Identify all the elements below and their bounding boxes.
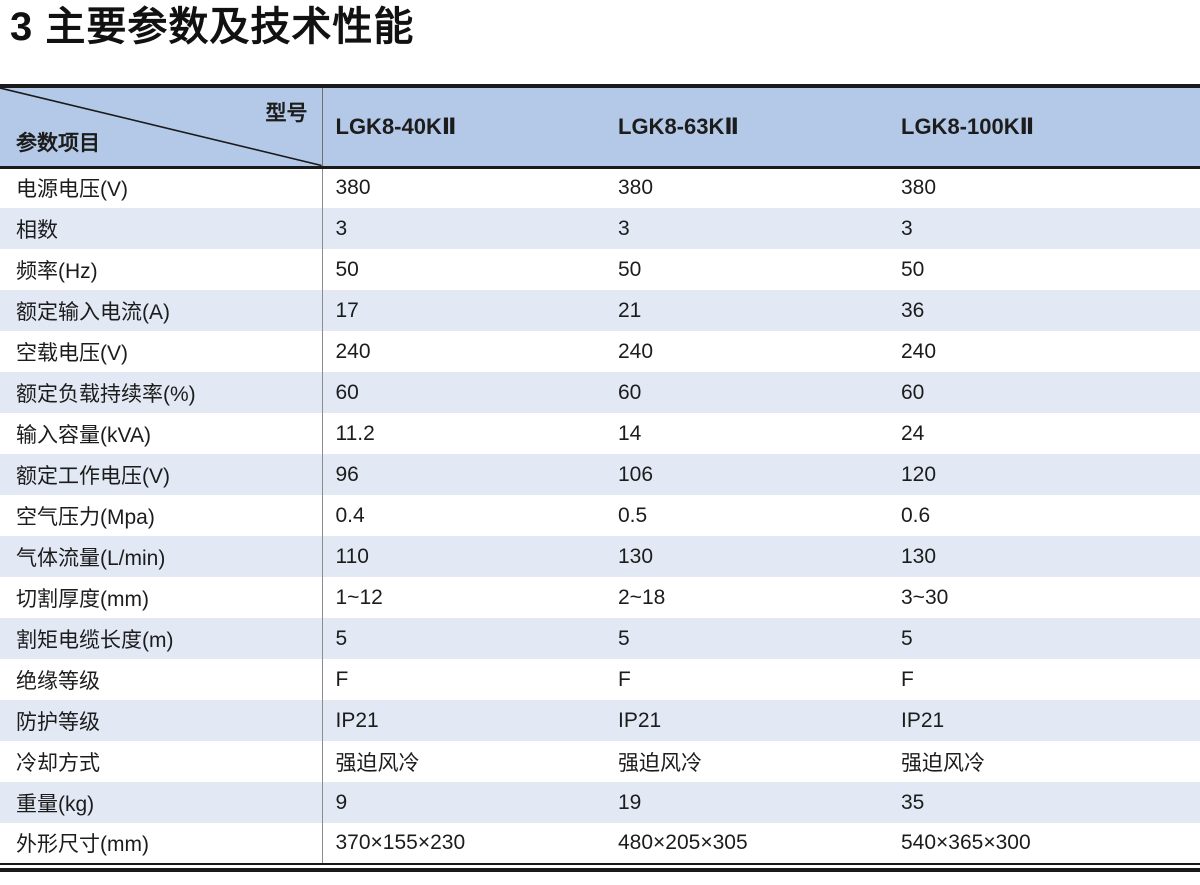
param-label: 切割厚度(mm) bbox=[0, 577, 323, 618]
param-label: 输入容量(kVA) bbox=[0, 413, 323, 454]
param-value: 9 bbox=[322, 782, 605, 823]
param-value: F bbox=[888, 659, 1200, 700]
param-label: 绝缘等级 bbox=[0, 659, 323, 700]
table-row: 额定负载持续率(%) 60 60 60 bbox=[0, 372, 1200, 413]
param-value: 96 bbox=[322, 454, 605, 495]
param-value: 240 bbox=[322, 331, 605, 372]
param-value: 50 bbox=[605, 249, 888, 290]
model-header-3: LGK8-100KⅡ bbox=[888, 86, 1200, 169]
param-value: 1~12 bbox=[322, 577, 605, 618]
param-value: 强迫风冷 bbox=[322, 741, 605, 782]
table-row: 防护等级 IP21 IP21 IP21 bbox=[0, 700, 1200, 741]
param-value: 380 bbox=[322, 167, 605, 208]
table-row: 冷却方式 强迫风冷 强迫风冷 强迫风冷 bbox=[0, 741, 1200, 782]
param-value: 19 bbox=[605, 782, 888, 823]
param-value: 0.5 bbox=[605, 495, 888, 536]
param-value: F bbox=[605, 659, 888, 700]
param-value: 24 bbox=[888, 413, 1200, 454]
param-value: 5 bbox=[605, 618, 888, 659]
param-label: 气体流量(L/min) bbox=[0, 536, 323, 577]
table-row: 割矩电缆长度(m) 5 5 5 bbox=[0, 618, 1200, 659]
param-value: 3 bbox=[888, 208, 1200, 249]
table-row: 重量(kg) 9 19 35 bbox=[0, 782, 1200, 823]
table-row: 切割厚度(mm) 1~12 2~18 3~30 bbox=[0, 577, 1200, 618]
table-row: 外形尺寸(mm) 370×155×230 480×205×305 540×365×30… bbox=[0, 823, 1200, 864]
table-row: 绝缘等级 F F F bbox=[0, 659, 1200, 700]
table-row: 频率(Hz) 50 50 50 bbox=[0, 249, 1200, 290]
param-value: 0.6 bbox=[888, 495, 1200, 536]
table-row: 气体流量(L/min) 110 130 130 bbox=[0, 536, 1200, 577]
diagonal-divider-line bbox=[0, 88, 322, 166]
param-value: 5 bbox=[888, 618, 1200, 659]
param-value: 240 bbox=[888, 331, 1200, 372]
param-value: IP21 bbox=[605, 700, 888, 741]
param-label: 电源电压(V) bbox=[0, 167, 323, 208]
spec-table: 型号 参数项目 LGK8-40KⅡ LGK8-63KⅡ LGK8-100KⅡ 电… bbox=[0, 84, 1200, 872]
param-label: 额定输入电流(A) bbox=[0, 290, 323, 331]
param-value: 106 bbox=[605, 454, 888, 495]
param-label: 空气压力(Mpa) bbox=[0, 495, 323, 536]
param-label: 防护等级 bbox=[0, 700, 323, 741]
corner-label-model: 型号 bbox=[265, 102, 308, 125]
table-body: 电源电压(V) 380 380 380 相数 3 3 3 频率(Hz) 50 50 50 额定输入电流(… bbox=[0, 167, 1200, 864]
param-value: 0.4 bbox=[322, 495, 605, 536]
param-label: 额定工作电压(V) bbox=[0, 454, 323, 495]
param-value: 130 bbox=[888, 536, 1200, 577]
table-row: 额定工作电压(V) 96 106 120 bbox=[0, 454, 1200, 495]
param-value: 60 bbox=[605, 372, 888, 413]
param-value: 50 bbox=[322, 249, 605, 290]
param-label: 冷却方式 bbox=[0, 741, 323, 782]
corner-cell: 型号 参数项目 bbox=[0, 86, 323, 169]
param-value: 60 bbox=[888, 372, 1200, 413]
table-row: 额定输入电流(A) 17 21 36 bbox=[0, 290, 1200, 331]
table-row: 电源电压(V) 380 380 380 bbox=[0, 167, 1200, 208]
table-row: 相数 3 3 3 bbox=[0, 208, 1200, 249]
param-label: 空载电压(V) bbox=[0, 331, 323, 372]
param-value: 240 bbox=[605, 331, 888, 372]
table-row: 空气压力(Mpa) 0.4 0.5 0.6 bbox=[0, 495, 1200, 536]
param-value: IP21 bbox=[322, 700, 605, 741]
bottom-double-rule bbox=[0, 868, 1200, 872]
param-label: 割矩电缆长度(m) bbox=[0, 618, 323, 659]
param-value: 3 bbox=[322, 208, 605, 249]
page-title: 3 主要参数及技术性能 bbox=[10, 5, 415, 49]
table-row: 输入容量(kVA) 11.2 14 24 bbox=[0, 413, 1200, 454]
model-header-1: LGK8-40KⅡ bbox=[322, 86, 605, 169]
param-value: 540×365×300 bbox=[888, 823, 1200, 864]
param-value: 50 bbox=[888, 249, 1200, 290]
param-value: 强迫风冷 bbox=[605, 741, 888, 782]
param-value: 35 bbox=[888, 782, 1200, 823]
param-value: 370×155×230 bbox=[322, 823, 605, 864]
param-label: 相数 bbox=[0, 208, 323, 249]
param-label: 外形尺寸(mm) bbox=[0, 823, 323, 864]
model-header-2: LGK8-63KⅡ bbox=[605, 86, 888, 169]
header-row: 型号 参数项目 LGK8-40KⅡ LGK8-63KⅡ LGK8-100KⅡ bbox=[0, 86, 1200, 169]
table-row: 空载电压(V) 240 240 240 bbox=[0, 331, 1200, 372]
param-value: 3~30 bbox=[888, 577, 1200, 618]
parameters-table: 型号 参数项目 LGK8-40KⅡ LGK8-63KⅡ LGK8-100KⅡ 电… bbox=[0, 84, 1200, 865]
param-value: 14 bbox=[605, 413, 888, 454]
param-label: 重量(kg) bbox=[0, 782, 323, 823]
param-value: 480×205×305 bbox=[605, 823, 888, 864]
param-value: 36 bbox=[888, 290, 1200, 331]
param-value: 60 bbox=[322, 372, 605, 413]
param-value: 21 bbox=[605, 290, 888, 331]
corner-label-parameters: 参数项目 bbox=[16, 131, 100, 155]
param-value: 120 bbox=[888, 454, 1200, 495]
param-value: IP21 bbox=[888, 700, 1200, 741]
param-value: 110 bbox=[322, 536, 605, 577]
param-value: 380 bbox=[605, 167, 888, 208]
param-value: 17 bbox=[322, 290, 605, 331]
param-value: 2~18 bbox=[605, 577, 888, 618]
param-value: 3 bbox=[605, 208, 888, 249]
param-value: 130 bbox=[605, 536, 888, 577]
param-value: F bbox=[322, 659, 605, 700]
param-value: 5 bbox=[322, 618, 605, 659]
param-value: 强迫风冷 bbox=[888, 741, 1200, 782]
param-value: 380 bbox=[888, 167, 1200, 208]
param-value: 11.2 bbox=[322, 413, 605, 454]
param-label: 频率(Hz) bbox=[0, 249, 323, 290]
param-label: 额定负载持续率(%) bbox=[0, 372, 323, 413]
